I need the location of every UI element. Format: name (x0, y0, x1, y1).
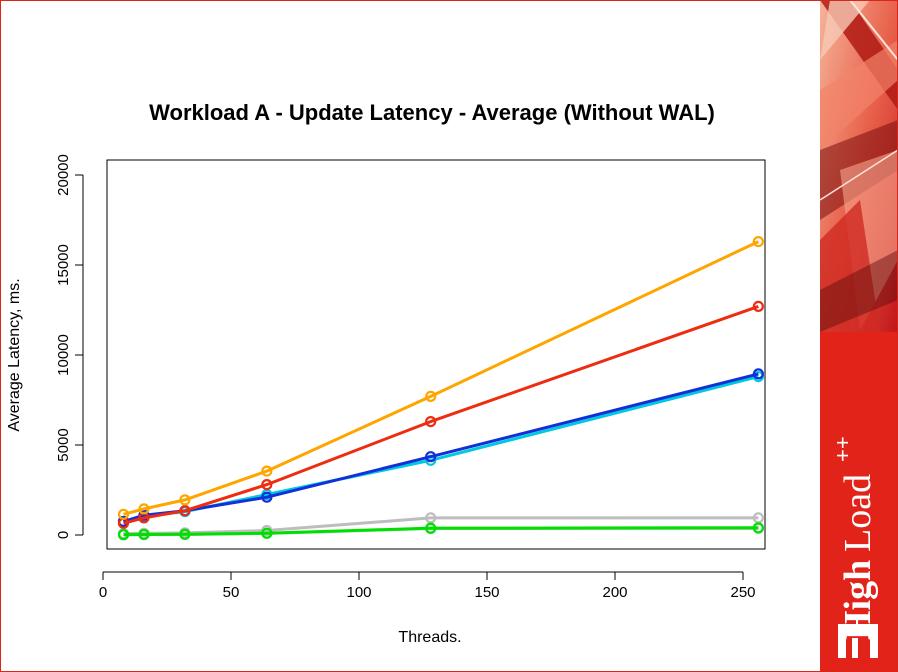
series-layer (117, 236, 764, 541)
x-tick-label: 50 (223, 584, 240, 601)
data-point (179, 528, 191, 540)
data-point (117, 508, 130, 520)
logo-superscript: ++ (830, 436, 855, 462)
data-point (117, 529, 130, 541)
data-point (752, 300, 764, 312)
slide: Workload A - Update Latency - Average (W… (6, 100, 766, 646)
x-tick-label: 250 (730, 584, 755, 601)
y-axis-label: Average Latency, ms. (6, 278, 23, 431)
logo-mark-icon (838, 624, 878, 658)
y-tick-label: 0 (55, 531, 72, 539)
x-tick-label: 200 (602, 584, 627, 601)
x-axis-label: Threads. (398, 629, 461, 646)
data-point (138, 503, 150, 515)
data-point (179, 505, 191, 517)
y-tick-label: 20000 (55, 154, 72, 196)
data-point (138, 528, 150, 541)
y-tick-label: 15000 (55, 244, 72, 286)
x-tick-label: 150 (474, 584, 499, 601)
series-2 (117, 300, 764, 529)
data-point (261, 479, 273, 491)
plot-area-frame (106, 159, 766, 550)
x-tick-label: 0 (99, 584, 107, 601)
data-point (261, 527, 273, 539)
chart-title: Workload A - Update Latency - Average (W… (149, 100, 715, 125)
data-point (425, 512, 437, 524)
data-point (752, 368, 764, 380)
data-point (752, 236, 764, 248)
data-point (425, 522, 437, 534)
logo-word-load: Load (837, 474, 879, 552)
x-axis: 0 50 100 150 200 250 (99, 571, 756, 601)
data-point (179, 494, 191, 506)
data-point (425, 416, 437, 428)
x-tick-label: 100 (346, 584, 371, 601)
series-1 (117, 236, 764, 520)
data-point (261, 465, 273, 477)
data-point (261, 491, 273, 503)
series-line (123, 304, 759, 525)
series-6 (117, 522, 764, 541)
banner-art (820, 0, 898, 672)
series-4 (117, 371, 764, 528)
highload-logo: High Load ++ (830, 436, 879, 658)
series-line (123, 516, 759, 536)
y-axis: 0 5000 10000 15000 20000 (55, 154, 84, 539)
y-tick-label: 5000 (55, 428, 72, 461)
data-point (752, 522, 764, 534)
series-line (123, 240, 760, 516)
data-point (425, 390, 437, 402)
brand-banner (820, 0, 898, 672)
y-tick-label: 10000 (55, 334, 72, 376)
data-point (425, 451, 437, 463)
line-chart: Workload A - Update Latency - Average (W… (6, 100, 766, 646)
